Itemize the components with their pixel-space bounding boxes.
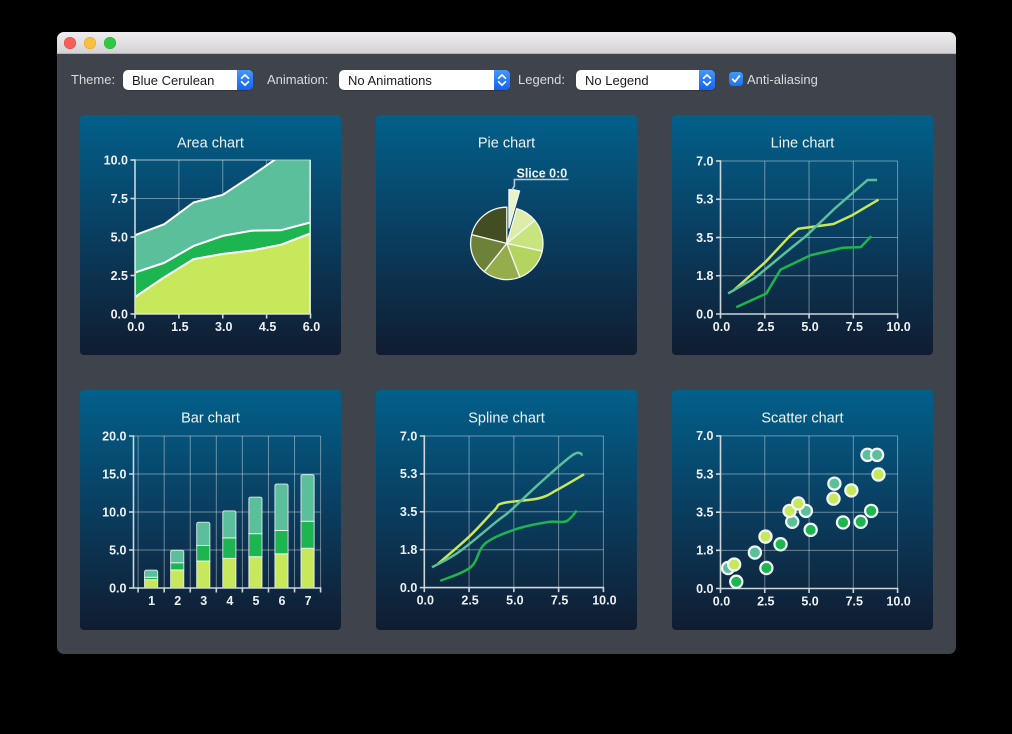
svg-text:1.8: 1.8 xyxy=(696,269,713,283)
svg-text:2.5: 2.5 xyxy=(757,320,774,334)
svg-text:4.5: 4.5 xyxy=(259,320,276,334)
svg-text:6.0: 6.0 xyxy=(303,320,320,334)
svg-text:5: 5 xyxy=(252,594,259,608)
svg-text:7.0: 7.0 xyxy=(400,429,417,443)
svg-text:0.0: 0.0 xyxy=(111,307,128,321)
svg-text:0.0: 0.0 xyxy=(696,307,713,321)
svg-text:0.0: 0.0 xyxy=(127,320,144,334)
svg-text:1: 1 xyxy=(148,594,155,608)
svg-text:1.5: 1.5 xyxy=(171,320,188,334)
svg-text:10.0: 10.0 xyxy=(102,505,126,519)
svg-text:Scatter chart: Scatter chart xyxy=(761,410,843,426)
svg-text:2.5: 2.5 xyxy=(461,593,478,607)
svg-text:0.0: 0.0 xyxy=(713,594,730,608)
svg-text:7.5: 7.5 xyxy=(846,320,863,334)
svg-text:4: 4 xyxy=(226,594,233,608)
svg-text:7.5: 7.5 xyxy=(846,594,863,608)
svg-text:1.8: 1.8 xyxy=(696,543,713,557)
svg-text:6: 6 xyxy=(279,594,286,608)
svg-text:0.0: 0.0 xyxy=(109,581,126,595)
svg-text:3: 3 xyxy=(200,594,207,608)
svg-text:5.0: 5.0 xyxy=(506,593,523,607)
svg-text:Spline chart: Spline chart xyxy=(468,410,545,426)
svg-text:7.5: 7.5 xyxy=(111,192,128,206)
svg-text:2.5: 2.5 xyxy=(111,269,128,283)
svg-text:2.5: 2.5 xyxy=(757,594,774,608)
svg-text:5.0: 5.0 xyxy=(801,320,818,334)
svg-text:10.0: 10.0 xyxy=(592,593,616,607)
svg-text:Line chart: Line chart xyxy=(771,136,835,152)
svg-text:0.0: 0.0 xyxy=(696,581,713,595)
svg-text:10.0: 10.0 xyxy=(886,594,910,608)
svg-text:3.0: 3.0 xyxy=(215,320,232,334)
svg-text:7.0: 7.0 xyxy=(696,429,713,443)
svg-text:Pie chart: Pie chart xyxy=(478,136,535,152)
svg-text:Area chart: Area chart xyxy=(177,136,244,152)
svg-text:0.0: 0.0 xyxy=(417,593,434,607)
svg-text:7: 7 xyxy=(305,594,312,608)
svg-text:20.0: 20.0 xyxy=(102,429,126,443)
svg-text:5.3: 5.3 xyxy=(696,193,713,207)
svg-text:7.0: 7.0 xyxy=(696,154,713,168)
svg-text:3.5: 3.5 xyxy=(400,505,417,519)
svg-text:0.0: 0.0 xyxy=(400,580,417,594)
svg-text:Slice 0:0: Slice 0:0 xyxy=(517,167,568,181)
svg-text:5.0: 5.0 xyxy=(109,543,126,557)
svg-text:5.0: 5.0 xyxy=(801,594,818,608)
svg-text:7.5: 7.5 xyxy=(551,593,568,607)
svg-text:Bar chart: Bar chart xyxy=(181,410,240,426)
svg-text:15.0: 15.0 xyxy=(102,467,126,481)
svg-text:2: 2 xyxy=(174,594,181,608)
svg-text:10.0: 10.0 xyxy=(104,153,128,167)
svg-text:5.3: 5.3 xyxy=(696,467,713,481)
svg-text:3.5: 3.5 xyxy=(696,231,713,245)
svg-text:10.0: 10.0 xyxy=(886,320,910,334)
svg-text:5.0: 5.0 xyxy=(111,230,128,244)
svg-text:3.5: 3.5 xyxy=(696,505,713,519)
svg-text:5.3: 5.3 xyxy=(400,467,417,481)
svg-text:0.0: 0.0 xyxy=(713,320,730,334)
svg-text:1.8: 1.8 xyxy=(400,543,417,557)
